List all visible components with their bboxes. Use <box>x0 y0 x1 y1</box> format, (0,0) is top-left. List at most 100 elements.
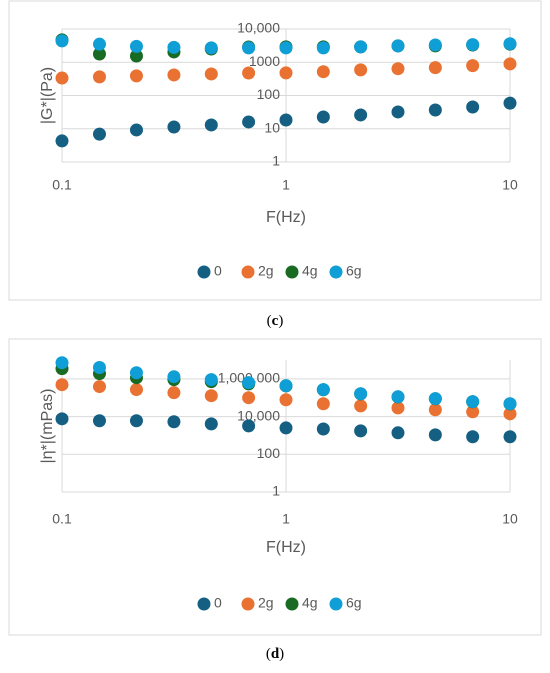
data-point <box>428 61 442 75</box>
y-tick-label: 1 <box>272 153 280 169</box>
data-point <box>129 366 143 380</box>
caption-open: ( <box>266 646 271 662</box>
data-point <box>316 383 330 397</box>
data-point <box>466 100 480 114</box>
legend-marker <box>241 597 255 611</box>
data-point <box>204 373 218 387</box>
data-point <box>129 49 143 63</box>
data-point <box>204 389 218 403</box>
caption: (c) <box>267 313 284 329</box>
caption: (d) <box>266 646 284 662</box>
caption-letter: d <box>271 646 280 662</box>
legend-marker <box>197 265 211 279</box>
data-point <box>204 67 218 81</box>
x-tick-label: 10 <box>502 511 518 527</box>
data-point <box>92 380 106 394</box>
data-point <box>167 386 181 400</box>
chart-frame <box>8 338 542 636</box>
data-point <box>129 383 143 397</box>
data-point <box>316 41 330 55</box>
caption-letter: c <box>272 313 279 329</box>
legend-label: 4g <box>302 263 318 279</box>
data-point <box>279 113 293 127</box>
data-point <box>503 407 517 421</box>
data-point <box>55 134 69 148</box>
y-axis-title: |G*|(Pa) <box>39 67 56 124</box>
data-point <box>428 103 442 117</box>
data-point <box>92 127 106 141</box>
data-point <box>354 399 368 413</box>
data-point <box>92 414 106 428</box>
data-point <box>354 424 368 438</box>
data-point <box>391 390 405 404</box>
data-point <box>466 395 480 409</box>
caption-close: ) <box>278 313 283 329</box>
data-point <box>391 39 405 53</box>
y-tick-label: 100 <box>257 86 281 102</box>
data-point <box>167 120 181 134</box>
data-point <box>391 426 405 440</box>
data-point <box>316 422 330 436</box>
data-point <box>503 57 517 71</box>
data-point <box>242 66 256 80</box>
data-point <box>55 412 69 426</box>
data-point <box>55 356 69 370</box>
legend-label: 6g <box>346 263 362 279</box>
y-tick-label: 1 <box>272 483 280 499</box>
data-point <box>55 34 69 48</box>
legend-marker <box>241 265 255 279</box>
data-point <box>354 63 368 77</box>
data-point <box>316 65 330 79</box>
data-point <box>167 370 181 384</box>
legend-label: 6g <box>346 595 362 611</box>
data-point <box>279 393 293 407</box>
legend-marker <box>285 265 299 279</box>
y-tick-label: 10,000 <box>237 407 280 423</box>
data-point <box>466 38 480 52</box>
data-point <box>167 68 181 82</box>
data-point <box>242 391 256 405</box>
data-point <box>316 110 330 124</box>
data-point <box>503 430 517 444</box>
legend-marker <box>329 597 343 611</box>
y-tick-label: 10,000 <box>237 20 280 36</box>
data-point <box>129 39 143 53</box>
data-point <box>92 361 106 375</box>
data-point <box>129 123 143 137</box>
chart-frame <box>8 0 542 301</box>
legend-label: 0 <box>214 595 222 611</box>
data-point <box>466 430 480 444</box>
data-point <box>129 69 143 83</box>
data-point <box>503 37 517 51</box>
legend-label: 4g <box>302 595 318 611</box>
data-point <box>391 105 405 119</box>
data-point <box>428 428 442 442</box>
legend-marker <box>197 597 211 611</box>
data-point <box>242 419 256 433</box>
y-tick-label: 1000 <box>249 53 280 69</box>
data-point <box>354 40 368 54</box>
x-tick-label: 0.1 <box>52 177 72 193</box>
data-point <box>242 115 256 129</box>
data-point <box>466 59 480 73</box>
data-point <box>428 38 442 52</box>
data-point <box>279 421 293 435</box>
caption-open: ( <box>267 313 272 329</box>
data-point <box>204 417 218 431</box>
data-point <box>354 387 368 401</box>
caption-close: ) <box>279 646 284 662</box>
data-point <box>129 414 143 428</box>
x-axis-title: F(Hz) <box>266 209 306 226</box>
data-point <box>391 62 405 76</box>
legend-marker <box>285 597 299 611</box>
x-tick-label: 1 <box>282 177 290 193</box>
data-point <box>279 41 293 55</box>
data-point <box>92 47 106 61</box>
x-tick-label: 0.1 <box>52 511 72 527</box>
data-point <box>503 397 517 411</box>
data-point <box>354 108 368 122</box>
y-axis-title: |η*|(mPas) <box>39 389 56 464</box>
legend-label: 2g <box>258 595 274 611</box>
x-tick-label: 1 <box>282 511 290 527</box>
